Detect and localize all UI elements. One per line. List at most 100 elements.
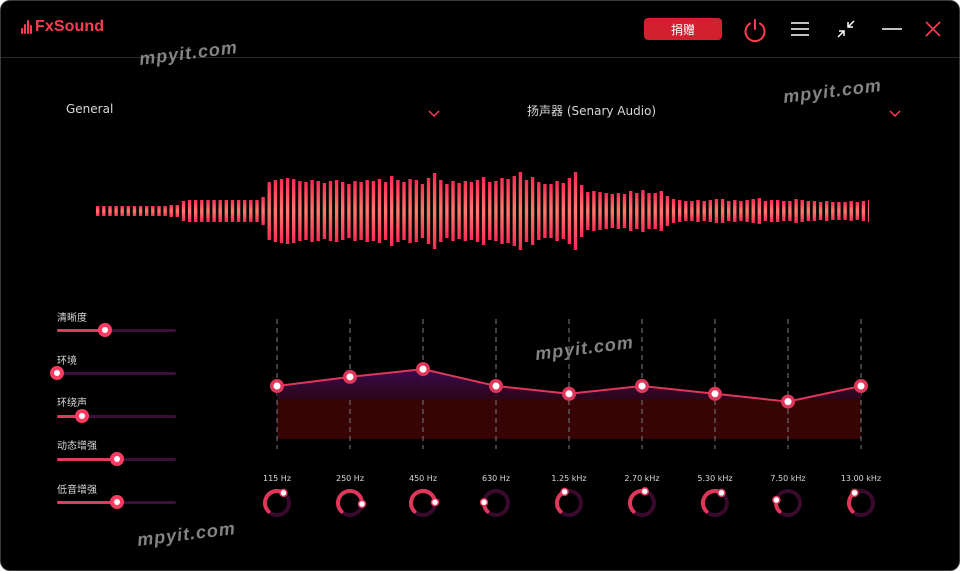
visualizer-bar xyxy=(714,199,719,223)
visualizer-bar xyxy=(782,201,786,221)
visualizer-bar xyxy=(230,200,235,222)
visualizer-bar xyxy=(383,182,388,240)
visualizer-bar xyxy=(206,200,210,222)
band-gain-handle[interactable] xyxy=(635,379,649,393)
visualizer-bar xyxy=(175,205,179,217)
visualizer-bar xyxy=(622,194,627,228)
band-frequency-knob[interactable] xyxy=(772,487,804,519)
dynamic-boost-slider-thumb[interactable] xyxy=(109,451,125,467)
output-device-dropdown[interactable]: 扬声器 (Senary Audio) xyxy=(527,99,903,121)
visualizer-bar xyxy=(671,199,676,223)
visualizer-bar xyxy=(157,206,161,216)
ambience-slider-thumb[interactable] xyxy=(49,365,65,381)
visualizer-bar xyxy=(402,182,406,240)
band-frequency-knob[interactable] xyxy=(261,487,293,519)
visualizer-bar xyxy=(849,201,853,221)
visualizer-bar xyxy=(138,206,143,216)
visualizer-bar xyxy=(292,179,296,243)
visualizer-bar xyxy=(96,206,100,216)
collapse-arrows-icon[interactable] xyxy=(835,18,857,40)
band-gain-handle[interactable] xyxy=(270,379,284,393)
band-gain-handle[interactable] xyxy=(489,379,503,393)
visualizer-bar xyxy=(678,200,682,222)
visualizer-bar xyxy=(659,191,663,231)
band-frequency-label: 5.30 kHz xyxy=(697,474,733,483)
visualizer-bar xyxy=(102,206,106,216)
app-logo: FxSound xyxy=(21,18,104,36)
bass-boost-slider-thumb[interactable] xyxy=(109,494,125,510)
visualizer-bar xyxy=(727,201,731,221)
visualizer-bar xyxy=(757,198,761,224)
preset-selected: General xyxy=(66,102,114,116)
surround-slider-thumb[interactable] xyxy=(74,408,90,424)
ambience-slider-track[interactable] xyxy=(57,372,176,375)
bass-boost-slider-fill xyxy=(57,501,117,504)
visualizer-bar xyxy=(867,200,869,222)
visualizer-bar xyxy=(328,181,333,241)
surround-slider-track[interactable] xyxy=(57,415,176,418)
visualizer-bar xyxy=(469,182,474,240)
visualizer-bar xyxy=(751,199,755,223)
visualizer-bar xyxy=(341,182,345,240)
visualizer-bar xyxy=(194,200,198,222)
band-frequency-knob[interactable] xyxy=(626,487,658,519)
visualizer-bar xyxy=(285,178,290,244)
band-frequency-knob[interactable] xyxy=(407,487,439,519)
clarity-slider-thumb[interactable] xyxy=(97,322,113,338)
visualizer-bar xyxy=(610,194,614,228)
menu-icon[interactable] xyxy=(789,19,811,39)
visualizer-bar xyxy=(408,179,412,243)
visualizer-bar xyxy=(745,200,749,222)
band-frequency-knob[interactable] xyxy=(334,487,366,519)
band-gain-handle[interactable] xyxy=(854,379,868,393)
band-frequency-knob[interactable] xyxy=(480,487,512,519)
visualizer-bar xyxy=(310,180,314,242)
band-frequency-label: 630 Hz xyxy=(481,474,511,483)
visualizer-bar xyxy=(114,206,118,216)
chevron-down-icon xyxy=(428,103,440,122)
preset-dropdown[interactable]: General xyxy=(66,99,442,121)
clarity-slider-track[interactable] xyxy=(57,329,176,332)
band-frequency-knob[interactable] xyxy=(699,487,731,519)
band-gain-handle[interactable] xyxy=(708,386,722,401)
visualizer-bar xyxy=(371,181,376,241)
visualizer-bar xyxy=(432,173,437,249)
visualizer-bar xyxy=(187,200,192,222)
clarity-label: 清晰度 xyxy=(57,313,87,324)
visualizer-bar xyxy=(543,184,547,238)
visualizer-bar xyxy=(635,193,639,229)
band-gain-handle[interactable] xyxy=(416,362,430,377)
donate-button[interactable]: 捐赠 xyxy=(644,18,722,40)
band-frequency-knob[interactable] xyxy=(553,487,585,519)
band-gain-handle[interactable] xyxy=(343,369,357,384)
band-gain-handle[interactable] xyxy=(562,386,576,401)
visualizer-bar xyxy=(377,179,382,243)
dynamic-boost-slider-fill xyxy=(57,458,117,461)
power-icon[interactable] xyxy=(741,16,769,44)
band-frequency-knob[interactable] xyxy=(845,487,877,519)
sound-bars-logo-icon xyxy=(21,20,32,34)
close-icon[interactable] xyxy=(923,19,943,39)
ambience-label: 环境 xyxy=(57,356,77,367)
visualizer-bar xyxy=(120,206,124,216)
visualizer-bar xyxy=(812,201,817,221)
visualizer-bar xyxy=(720,199,725,223)
visualizer-bar xyxy=(365,180,369,242)
visualizer-bar xyxy=(690,201,694,221)
band-frequency-label: 1.25 kHz xyxy=(551,474,587,483)
visualizer-bar xyxy=(506,179,510,243)
surround-slider-fill xyxy=(57,415,82,418)
visualizer-bar xyxy=(794,199,798,223)
minimize-icon[interactable] xyxy=(881,19,903,39)
audio-visualizer xyxy=(96,172,869,250)
visualizer-bar xyxy=(733,200,737,222)
visualizer-bar xyxy=(236,200,241,222)
visualizer-bar xyxy=(831,202,835,220)
title-bar: FxSound 捐赠 xyxy=(1,1,959,58)
visualizer-bar xyxy=(316,181,320,241)
visualizer-bar xyxy=(273,180,278,242)
visualizer-bar xyxy=(169,205,173,217)
visualizer-bar xyxy=(604,193,608,229)
band-gain-handle[interactable] xyxy=(781,394,795,409)
visualizer-bar xyxy=(708,200,712,222)
